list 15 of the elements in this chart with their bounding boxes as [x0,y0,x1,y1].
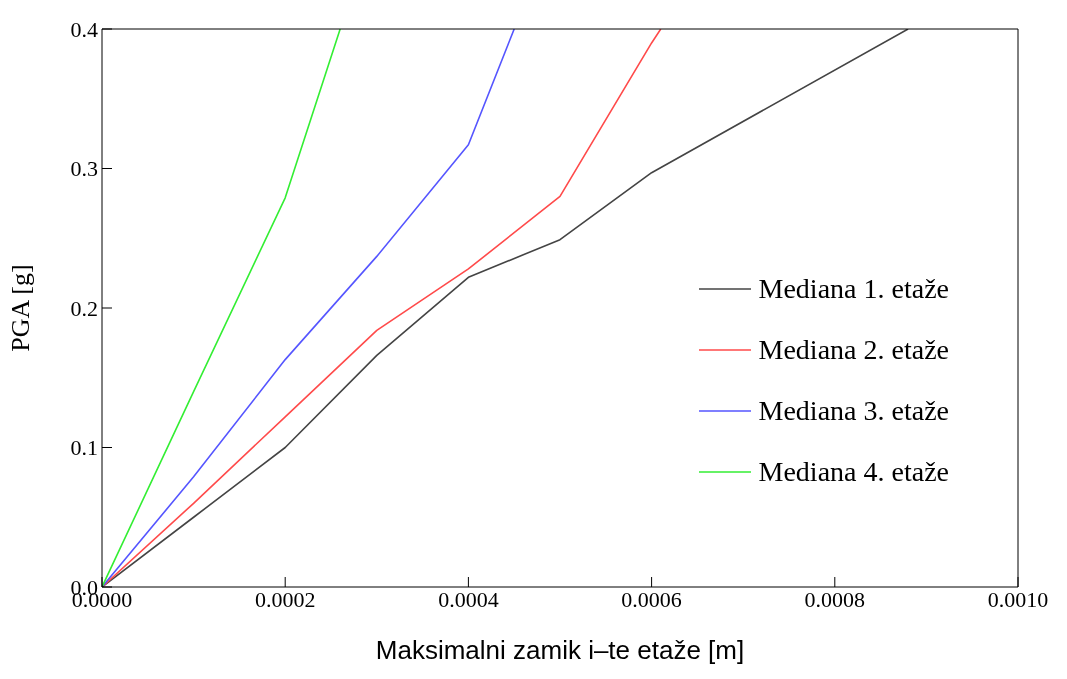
y-tick-label: 0.2 [70,295,98,321]
x-tick-label: 0.0004 [438,586,499,612]
y-tick-label: 0.4 [70,16,98,42]
legend-label: Mediana 4. etaže [758,455,949,488]
y-tick-label: 0.1 [70,435,98,461]
legend-label: Mediana 1. etaže [758,272,949,305]
y-axis-title: PGA [g] [6,264,36,352]
x-tick-label: 0.0002 [254,586,316,612]
legend-label: Mediana 2. etaže [758,333,949,366]
y-tick-label: 0.3 [70,156,98,182]
x-tick-label: 0.0006 [621,586,682,612]
x-tick-label: 0.0008 [804,586,866,612]
legend-label: Mediana 3. etaže [758,394,949,427]
x-tick-label: 0.0010 [987,586,1049,612]
x-axis-title: Maksimalni zamik i–te etaže [m] [375,635,745,665]
